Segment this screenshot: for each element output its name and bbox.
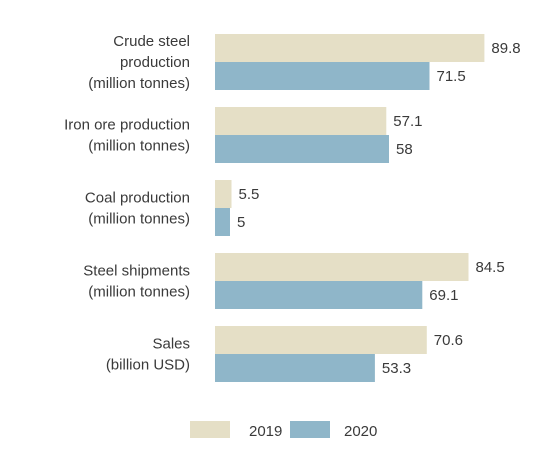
category-label: Sales (billion USD) xyxy=(106,336,190,374)
category-label: Crude steel production (million tonnes) xyxy=(88,33,190,92)
category-label-line: Sales xyxy=(152,336,190,353)
legend: 2019 2020 xyxy=(190,421,377,440)
category-label: Coal production (million tonnes) xyxy=(85,190,190,228)
category-label-line: (million tonnes) xyxy=(88,75,190,92)
bar-2019 xyxy=(215,326,427,354)
bar-2019 xyxy=(215,107,387,135)
value-label-2020: 5 xyxy=(237,214,245,231)
category-label-line: (million tonnes) xyxy=(88,138,190,155)
category-label: Iron ore production (million tonnes) xyxy=(64,117,190,155)
bar-2020 xyxy=(215,135,389,163)
category-label-line: (billion USD) xyxy=(106,357,190,374)
value-label-2020: 53.3 xyxy=(382,360,411,377)
bars xyxy=(215,34,485,382)
bar-2020 xyxy=(215,208,230,236)
value-label-2020: 71.5 xyxy=(437,68,466,85)
category-label-line: (million tonnes) xyxy=(88,211,190,228)
bar-2020 xyxy=(215,62,430,90)
value-label-2019: 57.1 xyxy=(393,113,422,130)
category-label-line: Iron ore production xyxy=(64,117,190,134)
bar-2019 xyxy=(215,253,469,281)
category-label-line: Steel shipments xyxy=(83,263,190,280)
legend-label-2019: 2019 xyxy=(249,423,282,440)
category-labels: Crude steel production (million tonnes)Iro… xyxy=(64,33,190,374)
value-label-2019: 5.5 xyxy=(239,186,260,203)
category-label-line: production xyxy=(120,54,190,71)
bar-2019 xyxy=(215,180,232,208)
bar-2019 xyxy=(215,34,485,62)
category-label-line: Crude steel xyxy=(113,33,190,50)
value-label-2019: 89.8 xyxy=(491,40,520,57)
value-label-2020: 58 xyxy=(396,141,413,158)
value-labels: 89.8 71.5 57.1 58 5.5 5 84.5 69.1 70.6 53.3 xyxy=(237,40,521,377)
value-label-2019: 70.6 xyxy=(434,332,463,349)
legend-label-2020: 2020 xyxy=(344,423,377,440)
category-label-line: (million tonnes) xyxy=(88,284,190,301)
bar-2020 xyxy=(215,281,423,309)
legend-swatch-2020 xyxy=(290,421,330,438)
bar-2020 xyxy=(215,354,375,382)
category-label: Steel shipments (million tonnes) xyxy=(83,263,190,301)
value-label-2020: 69.1 xyxy=(429,287,458,304)
legend-swatch-2019 xyxy=(190,421,230,438)
value-label-2019: 84.5 xyxy=(476,259,505,276)
category-label-line: Coal production xyxy=(85,190,190,207)
